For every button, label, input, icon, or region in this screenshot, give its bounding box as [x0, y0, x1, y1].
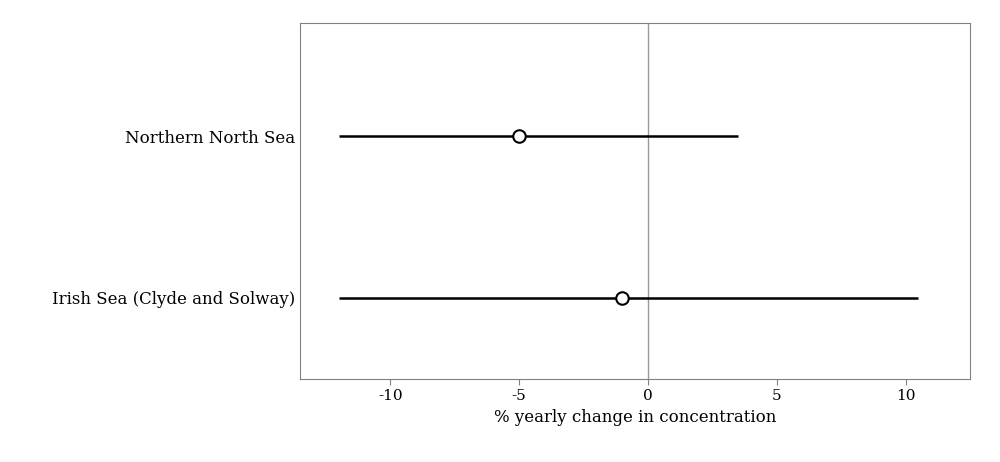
X-axis label: % yearly change in concentration: % yearly change in concentration: [494, 409, 776, 426]
